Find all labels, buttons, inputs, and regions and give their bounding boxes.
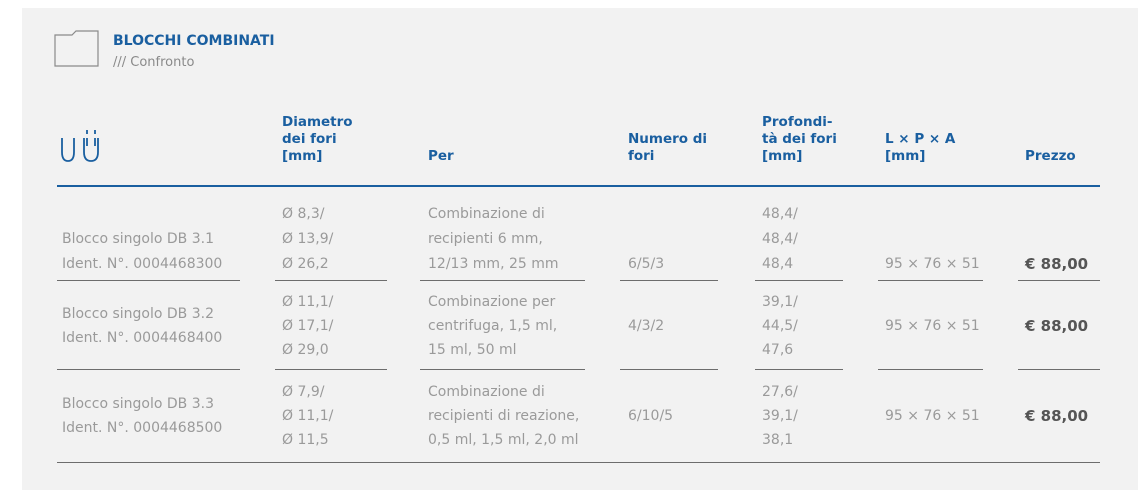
column-header: Per — [428, 148, 454, 164]
cell: Ø 11,1/ — [282, 294, 334, 310]
cell: 15 ml, 50 ml — [428, 342, 517, 358]
column-header: Diametro — [282, 114, 353, 130]
cell-rule — [878, 280, 983, 281]
column-header: [mm] — [282, 148, 323, 164]
cell: 39,1/ — [762, 294, 798, 310]
cell: Ident. N°. 0004468500 — [62, 420, 223, 436]
cell-rule — [620, 369, 718, 370]
cell: 48,4/ — [762, 231, 798, 247]
column-header: dei fori — [282, 131, 337, 147]
cell: Combinazione per — [428, 294, 556, 310]
title: BLOCCHI COMBINATI — [113, 33, 275, 49]
cell-rule — [1018, 369, 1100, 370]
column-header: tà dei fori — [762, 131, 837, 147]
cell: Combinazione di — [428, 206, 545, 222]
column-header: Numero di — [628, 131, 708, 147]
cell-rule — [420, 369, 585, 370]
cell: recipienti di reazione, — [428, 408, 580, 424]
cell-rule — [275, 280, 387, 281]
cell: 95 × 76 × 51 — [885, 318, 980, 334]
cell: Ø 8,3/ — [282, 206, 325, 222]
column-header: Profondi- — [762, 114, 833, 130]
cell: Ø 11,5 — [282, 432, 329, 448]
cell-rule — [275, 369, 387, 370]
cell: 48,4/ — [762, 206, 798, 222]
cell: 0,5 ml, 1,5 ml, 2,0 ml — [428, 432, 579, 448]
cell: 95 × 76 × 51 — [885, 256, 980, 272]
cell: Blocco singolo DB 3.3 — [62, 396, 214, 412]
cell: 48,4 — [762, 256, 794, 272]
column-header: L × P × A — [885, 131, 956, 147]
header-rule — [57, 185, 1100, 187]
cell: 27,6/ — [762, 384, 798, 400]
cell: 4/3/2 — [628, 318, 665, 334]
cell: Combinazione di — [428, 384, 545, 400]
column-header: Prezzo — [1025, 148, 1076, 164]
cell: Blocco singolo DB 3.2 — [62, 306, 214, 322]
cell-rule — [755, 280, 843, 281]
cell: 6/10/5 — [628, 408, 674, 424]
cell: 47,6 — [762, 342, 794, 358]
price: € 88,00 — [1025, 255, 1089, 273]
cell: 95 × 76 × 51 — [885, 408, 980, 424]
cell-rule — [420, 280, 585, 281]
folder-icon — [54, 30, 99, 67]
cell: 38,1 — [762, 432, 794, 448]
price: € 88,00 — [1025, 407, 1089, 425]
cell: Blocco singolo DB 3.1 — [62, 231, 214, 247]
cell: 12/13 mm, 25 mm — [428, 256, 559, 272]
cell: Ø 26,2 — [282, 256, 329, 272]
cell: centrifuga, 1,5 ml, — [428, 318, 558, 334]
cell: Ø 13,9/ — [282, 231, 334, 247]
cell: 6/5/3 — [628, 256, 665, 272]
cell: Ø 17,1/ — [282, 318, 334, 334]
subtitle: /// Confronto — [113, 55, 195, 70]
tubes-icon — [61, 130, 99, 162]
cell-rule — [755, 369, 843, 370]
cell-rule — [1018, 280, 1100, 281]
cell: 44,5/ — [762, 318, 798, 334]
cell: Ø 29,0 — [282, 342, 329, 358]
cell: Ø 7,9/ — [282, 384, 325, 400]
cell-rule — [57, 369, 240, 370]
cell: recipienti 6 mm, — [428, 231, 543, 247]
column-header: fori — [628, 148, 655, 164]
cell-rule — [620, 280, 718, 281]
cell: 39,1/ — [762, 408, 798, 424]
column-header: [mm] — [762, 148, 803, 164]
panel — [22, 8, 1138, 490]
row-rule — [57, 462, 1100, 463]
price: € 88,00 — [1025, 317, 1089, 335]
cell: Ident. N°. 0004468300 — [62, 256, 223, 272]
cell-rule — [57, 280, 240, 281]
column-header: [mm] — [885, 148, 926, 164]
cell: Ident. N°. 0004468400 — [62, 330, 223, 346]
cell: Ø 11,1/ — [282, 408, 334, 424]
cell-rule — [878, 369, 983, 370]
